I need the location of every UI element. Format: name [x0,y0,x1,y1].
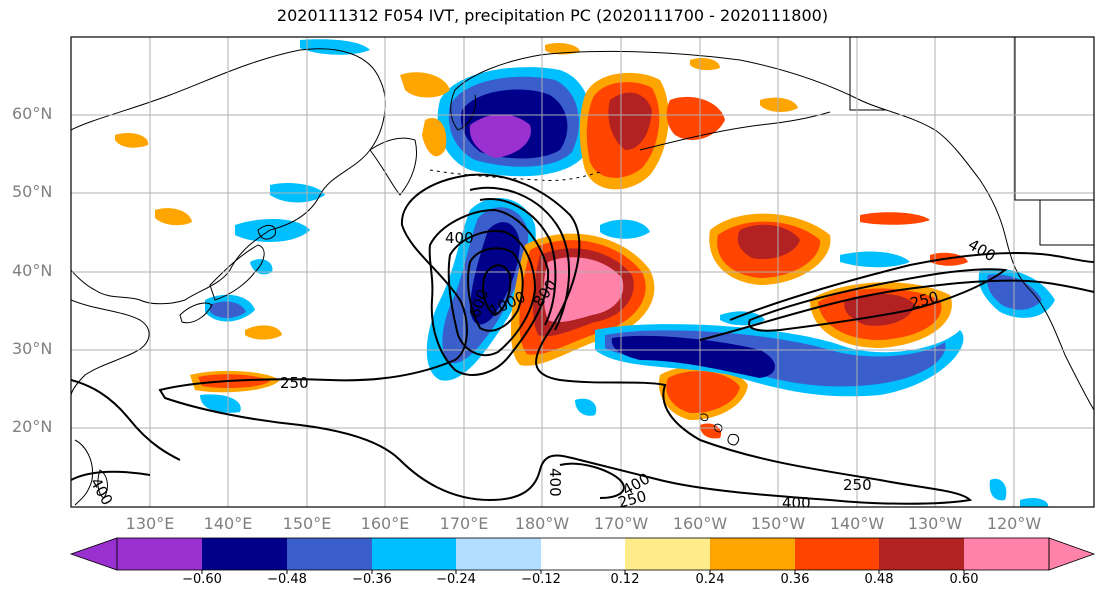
lon-label: 130°E [125,514,175,533]
colorbar-tick-label: 0.48 [864,572,894,587]
graticule [71,37,1094,507]
precip-shading-scattered [115,39,1049,507]
lon-label: 120°W [986,514,1042,533]
colorbar-tick-label: −0.36 [352,572,392,587]
lon-label: 160°W [672,514,728,533]
colorbar-tick-label: 0.36 [780,572,810,587]
colorbar-tick-label: 0.24 [695,572,725,587]
precip-shading-bering [437,67,592,177]
lon-label: 180°W [514,514,570,533]
contour-label: 400 [782,494,811,512]
precip-shading-east [658,213,952,420]
lon-label: 150°W [750,514,806,533]
lon-label: 140°W [829,514,885,533]
figure-title: 2020111312 F054 IVT, precipitation PC (2… [276,6,829,25]
colorbar [69,537,1096,574]
contour-label: 400 [445,229,474,247]
ivt-contours [71,173,1094,505]
map-border [70,36,1095,508]
map-content: 400 600 1000 800 250 250 400 400 400 250… [71,37,1094,512]
colorbar-extend-low [69,537,118,571]
contour-label: 250 [616,487,648,512]
colorbar-tick-label: −0.12 [521,572,561,587]
colorbar-tick-label: 0.60 [949,572,979,587]
contour-label: 250 [280,374,309,392]
contour-label: 400 [546,468,564,497]
colorbar-extend-high [1048,537,1096,571]
lat-label: 40°N [12,261,53,280]
lat-label: 50°N [12,182,53,201]
colorbar-tick-label: −0.24 [436,572,476,587]
colorbar-tick-label: 0.12 [610,572,640,587]
lon-label: 150°E [282,514,332,533]
lon-label: 160°E [360,514,410,533]
lon-label: 130°W [907,514,963,533]
lon-label: 170°E [439,514,489,533]
coastlines [71,37,1094,506]
precip-shading-alaska [579,72,725,190]
lat-label: 30°N [12,339,53,358]
lat-label: 20°N [12,417,53,436]
contour-label: 250 [843,476,872,494]
lat-label: 60°N [12,104,53,123]
lon-label: 170°W [593,514,649,533]
lon-label: 140°E [203,514,253,533]
colorbar-tick-label: −0.60 [182,572,222,587]
colorbar-tick-label: −0.48 [267,572,307,587]
